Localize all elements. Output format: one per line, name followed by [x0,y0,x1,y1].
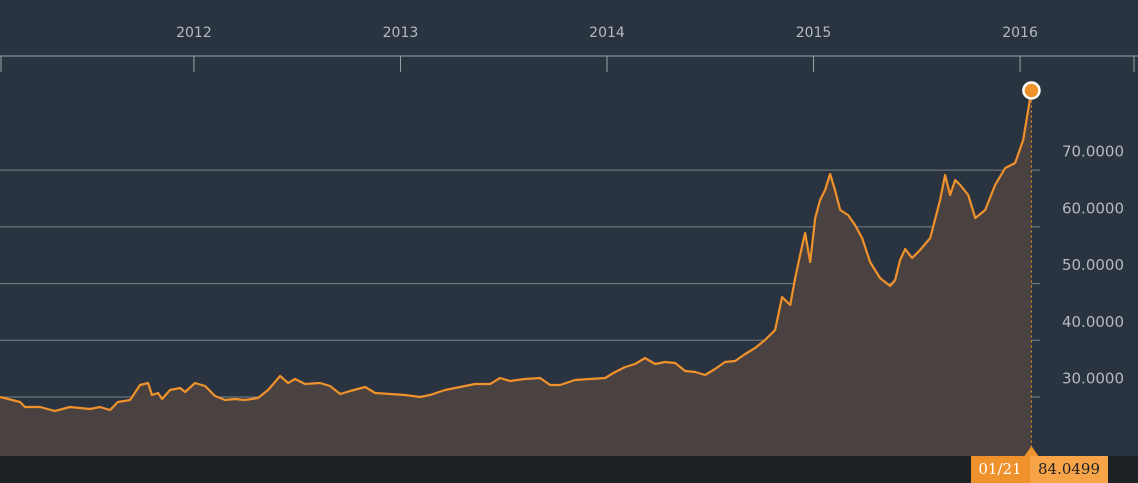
y-tick-label: 60.0000 [1062,199,1124,217]
area [0,90,1032,456]
tooltip-value: 84.0499 [1038,460,1100,478]
y-tick-label: 30.0000 [1062,370,1124,388]
x-tick-label: 2014 [589,25,625,41]
y-tick-label: 40.0000 [1062,313,1124,331]
tooltip-value-box [1030,456,1108,483]
y-tick-label: 50.0000 [1062,256,1124,274]
x-tick-label: 2016 [1002,25,1038,41]
x-tick-label: 2013 [383,25,419,41]
tooltip-date-box [971,456,1030,483]
tooltip-pointer [1024,446,1039,456]
bottom-band [0,456,1138,483]
x-tick-label: 2015 [796,25,832,41]
y-tick-label: 70.0000 [1062,143,1124,161]
tooltip-date: 01/21 [978,460,1021,478]
last-point [1022,81,1041,100]
line [0,90,1033,413]
x-tick-label: 2012 [176,25,212,41]
